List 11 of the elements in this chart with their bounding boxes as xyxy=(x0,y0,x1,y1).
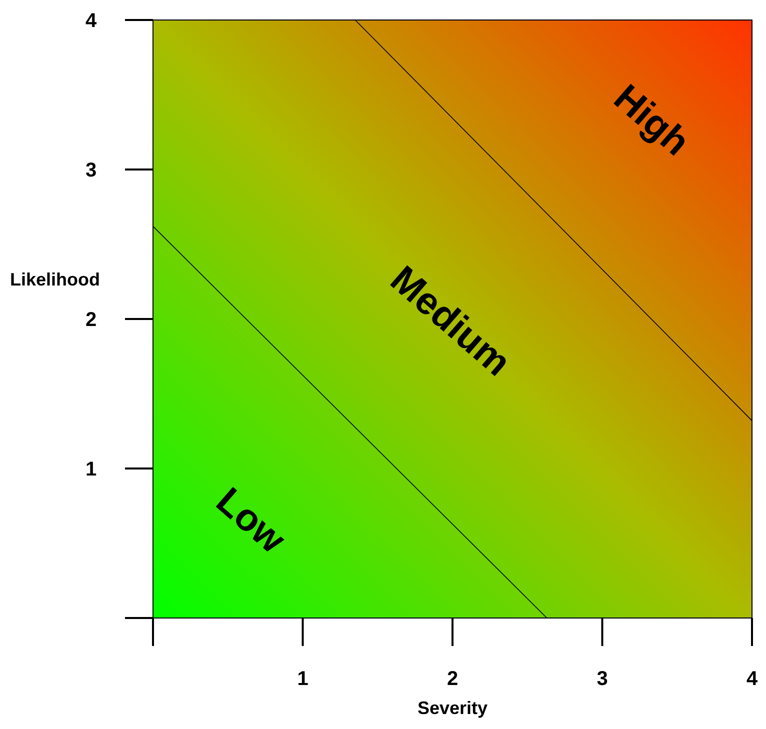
x-tick-label: 2 xyxy=(446,668,458,690)
x-tick-label: 1 xyxy=(297,668,308,690)
y-tick-label: 2 xyxy=(85,309,97,331)
y-tick-label: 4 xyxy=(85,10,98,32)
x-tick-label: 3 xyxy=(596,668,608,690)
y-tick-label: 3 xyxy=(85,160,97,182)
annotation: Low xyxy=(208,480,294,562)
y-axis-title: Likelihood xyxy=(10,269,100,290)
x-tick-label: 4 xyxy=(746,668,758,690)
x-axis-title: Severity xyxy=(417,698,488,718)
y-tick-label: 1 xyxy=(85,458,97,480)
